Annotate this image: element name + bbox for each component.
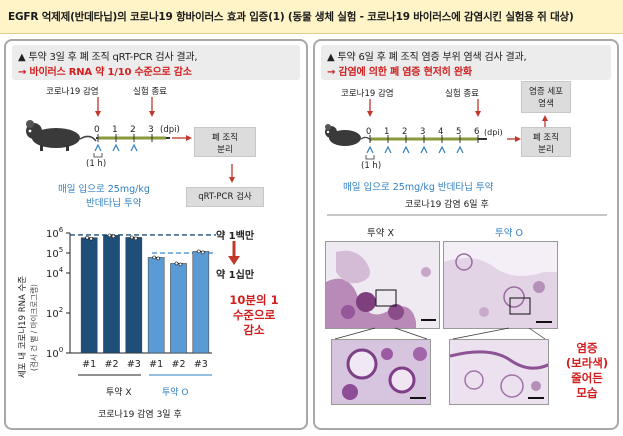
- histology-untreated-zoom: [331, 339, 431, 405]
- histology-treated-image: [443, 241, 558, 329]
- annotation-hundred-k: 약 1십만: [216, 270, 255, 281]
- left-finding-box: ▲ 투약 3일 후 폐 조직 qRT-PCR 검사 결과, → 바이러스 RNA…: [12, 45, 300, 80]
- page-title: EGFR 억제제(반데타닙)의 코로나19 항바이러스 효과 입증(1) (동물…: [8, 11, 574, 23]
- zoom-connector-lines: [334, 327, 546, 340]
- y-tick-label: 100: [46, 346, 63, 360]
- data-point: [152, 255, 156, 260]
- right-day-6: 6: [474, 127, 480, 137]
- left-hour-label: (1 h): [86, 159, 107, 169]
- left-box-lung-line2: 분리: [217, 145, 233, 155]
- right-finding-line2: → 감염에 의한 폐 염증 현저히 완화: [327, 67, 472, 78]
- data-point: [111, 234, 116, 239]
- left-end-label: 실험 종료: [133, 87, 167, 97]
- reduction-line1: 10분의 1: [229, 293, 279, 307]
- inflammation-line4: 모습: [576, 386, 598, 400]
- left-finding-line1: ▲ 투약 3일 후 폐 조직 qRT-PCR 검사 결과,: [18, 52, 198, 63]
- inflammation-annotation: 염증 (보라색) 줄어든 모습: [559, 341, 615, 401]
- label-treated: 투약 O: [495, 228, 523, 239]
- data-point: [107, 233, 112, 238]
- right-hour-label: (1 h): [361, 161, 382, 171]
- left-panel: ▲ 투약 3일 후 폐 조직 qRT-PCR 검사 결과, → 바이러스 RNA…: [4, 39, 308, 430]
- right-day-4: 4: [438, 127, 444, 137]
- bar: [125, 237, 143, 354]
- right-panel: ▲ 투약 6일 후 폐 조직 염증 부위 염색 검사 결과, → 감염에 의한 …: [313, 39, 619, 430]
- right-infection-label: 코로나19 감염: [341, 89, 394, 99]
- left-day-3: 3: [148, 125, 154, 135]
- right-caption: 코로나19 감염 6일 후: [405, 200, 489, 210]
- left-timeline-diagram: [26, 97, 235, 183]
- inflammation-line2: (보라색): [565, 356, 609, 370]
- left-dosing-text-2: 반데타닙 투약: [86, 198, 142, 209]
- y-tick-label: 104: [46, 266, 64, 280]
- left-infection-label: 코로나19 감염: [46, 87, 99, 97]
- data-point: [85, 235, 89, 240]
- left-box-pcr: qRT-PCR 검사: [186, 187, 264, 207]
- x-tick-label: #3: [127, 359, 141, 370]
- bar-chart: 100 102 104 105 106 #1 #2 #3 #1 #2 #3: [46, 226, 216, 376]
- right-box-lung-line2: 분리: [538, 145, 554, 155]
- left-box-lung-line1: 폐 조직: [211, 133, 239, 143]
- header-bar: EGFR 억제제(반데타닙)의 코로나19 항바이러스 효과 입증(1) (동물…: [0, 0, 623, 34]
- y-tick-label: 102: [46, 306, 63, 320]
- data-point: [201, 250, 205, 255]
- left-box-lung: 폐 조직 분리: [194, 127, 256, 157]
- left-day-1: 1: [112, 125, 118, 135]
- right-timeline-diagram: [325, 99, 607, 216]
- x-tick-label: #2: [171, 359, 185, 370]
- down-arrow-icon: [228, 241, 240, 265]
- data-point: [178, 262, 183, 267]
- left-finding-line2: → 바이러스 RNA 약 1/10 수준으로 감소: [18, 67, 192, 78]
- y-tick-label: 106: [46, 226, 64, 240]
- left-dpi-label: (dpi): [160, 125, 180, 135]
- right-finding-box: ▲ 투약 6일 후 폐 조직 염증 부위 염색 검사 결과, → 감염에 의한 …: [321, 45, 611, 80]
- data-point: [130, 235, 134, 240]
- left-day-2: 2: [130, 125, 136, 135]
- inflammation-line3: 줄어든: [571, 371, 603, 385]
- data-point: [89, 236, 93, 241]
- group-label-x: 투약 X: [106, 388, 132, 398]
- right-dpi-label: (dpi): [484, 128, 503, 137]
- x-tick-label: #1: [149, 359, 163, 370]
- data-point: [134, 236, 138, 241]
- right-day-5: 5: [456, 127, 462, 137]
- reduction-line2: 수준으로: [232, 308, 276, 322]
- bar: [147, 257, 165, 354]
- right-day-3: 3: [420, 127, 426, 137]
- bar: [192, 251, 210, 354]
- bar: [170, 263, 187, 354]
- y-tick-label: 105: [46, 246, 63, 260]
- left-dosing-text-1: 매일 입으로 25mg/kg: [58, 184, 150, 195]
- mouse-icon-right: [325, 124, 372, 146]
- right-box-stain: 염증 세포 염색: [521, 81, 571, 113]
- mouse-icon: [26, 120, 97, 151]
- data-point: [197, 249, 201, 254]
- right-day-2: 2: [402, 127, 408, 137]
- histology-untreated-image: [325, 241, 440, 329]
- data-point: [156, 256, 160, 261]
- right-box-lung: 폐 조직 분리: [521, 127, 571, 157]
- right-box-stain-line2: 염색: [538, 99, 554, 109]
- right-day-1: 1: [384, 127, 390, 137]
- x-tick-label: #1: [82, 359, 96, 370]
- histology-treated-zoom: [449, 339, 549, 405]
- left-caption: 코로나19 감염 3일 후: [98, 410, 182, 420]
- annotation-million: 약 1백만: [216, 231, 255, 242]
- label-untreated: 투약 X: [367, 228, 395, 239]
- right-box-lung-line1: 폐 조직: [532, 133, 560, 143]
- x-tick-label: #3: [194, 359, 208, 370]
- right-box-stain-line1: 염증 세포: [529, 87, 563, 97]
- left-day-0: 0: [94, 125, 100, 135]
- group-label-o: 투약 O: [162, 388, 189, 398]
- reduction-annotation: 10분의 1 수준으로 감소: [224, 293, 284, 338]
- inflammation-line1: 염증: [576, 341, 598, 355]
- bar: [103, 235, 120, 354]
- right-day-0: 0: [366, 127, 372, 137]
- data-point: [174, 261, 179, 266]
- right-finding-line1: ▲ 투약 6일 후 폐 조직 염증 부위 염색 검사 결과,: [327, 52, 527, 63]
- reduction-line3: 감소: [243, 323, 265, 337]
- right-end-label: 실험 종료: [445, 89, 479, 99]
- bar: [80, 237, 98, 354]
- right-dosing-text: 매일 입으로 25mg/kg 반데타닙 투약: [343, 182, 494, 193]
- x-tick-label: #2: [104, 359, 118, 370]
